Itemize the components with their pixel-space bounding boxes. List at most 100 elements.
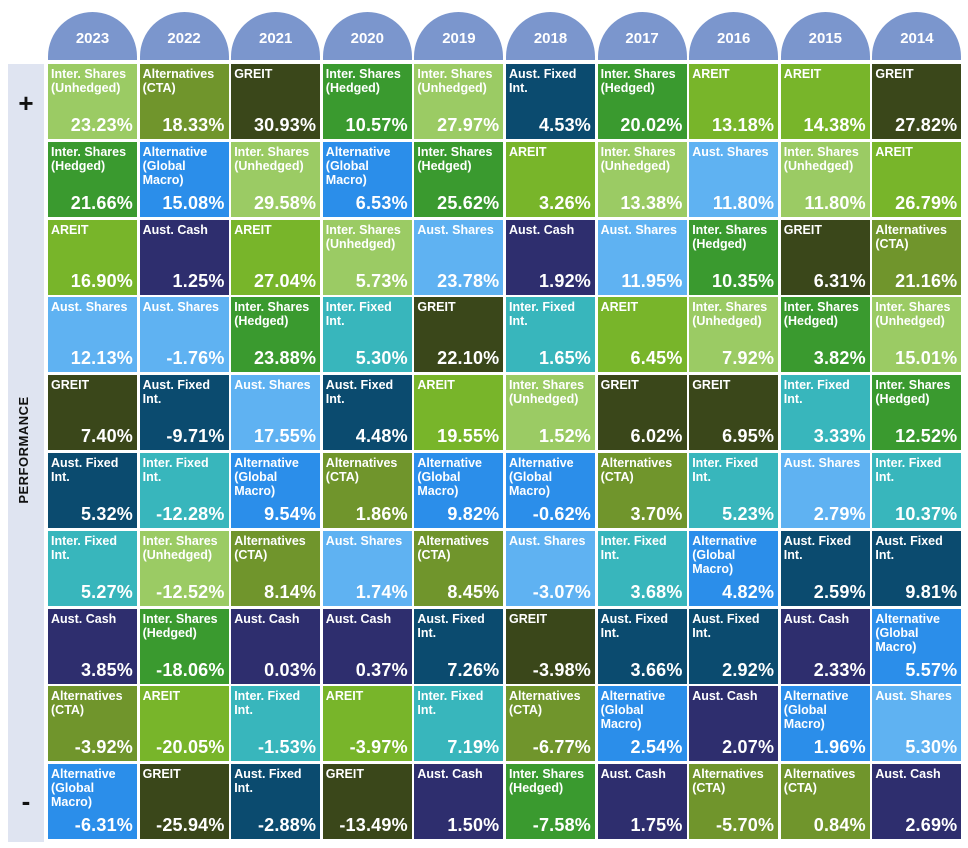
quilt-cell: Aust. Fixed Int. 2.59% — [780, 530, 870, 606]
quilt-cell: Inter. Fixed Int. 5.23% — [689, 453, 779, 528]
quilt-cell: Alternative (Global Macro) 5.57% — [872, 608, 962, 684]
asset-class-label: Inter. Shares (Unhedged) — [234, 144, 310, 173]
quilt-cell: GREIT 6.95% — [689, 375, 779, 451]
asset-class-label: Inter. Fixed Int. — [600, 533, 667, 562]
quilt-cell: Inter. Shares (Unhedged) 15.01% — [872, 297, 962, 373]
asset-class-label: Aust. Cash — [783, 611, 850, 626]
asset-class-label: GREIT — [509, 611, 548, 626]
quilt-cell: Inter. Shares (Unhedged) 5.73% — [322, 219, 412, 295]
quilt-cell: Alternatives (CTA) -3.92% — [48, 686, 137, 762]
asset-class-label: GREIT — [600, 378, 639, 393]
quilt-cell: Inter. Shares (Hedged) 10.35% — [689, 219, 779, 295]
return-value: 10.37% — [895, 504, 958, 524]
return-value: 1.74% — [355, 581, 408, 602]
asset-class-label: Alternatives (CTA) — [783, 767, 856, 796]
quilt-cell: Alternative (Global Macro) 4.82% — [689, 530, 779, 606]
return-value: -20.05% — [156, 737, 225, 758]
quilt-cell: Inter. Shares (Hedged) 23.88% — [231, 297, 321, 373]
return-value: 3.66% — [630, 659, 683, 680]
return-value: 9.81% — [905, 581, 958, 602]
quilt-cell: AREIT -20.05% — [139, 686, 229, 762]
asset-class-label: AREIT — [417, 378, 455, 393]
year-header-2019: 2019 — [414, 12, 504, 60]
return-value: 27.82% — [895, 115, 958, 135]
quilt-cell: GREIT 30.93% — [231, 64, 321, 139]
quilt-cell: Alternatives (CTA) 8.14% — [231, 530, 321, 606]
return-value: 3.33% — [813, 426, 866, 447]
quilt-cell: AREIT 14.38% — [780, 64, 870, 139]
asset-class-label: GREIT — [692, 378, 731, 393]
return-value: 2.54% — [630, 737, 683, 758]
asset-class-label: Inter. Shares (Hedged) — [783, 300, 859, 329]
return-value: -9.71% — [166, 426, 225, 447]
quilt-cell: Aust. Cash 1.50% — [414, 764, 504, 840]
asset-class-label: Aust. Fixed Int. — [509, 67, 577, 95]
quilt-cell: Alternatives (CTA) 3.70% — [597, 453, 687, 528]
return-value: 11.80% — [804, 192, 866, 213]
return-value: 12.52% — [895, 426, 958, 447]
quilt-cell: Alternative (Global Macro) 2.54% — [597, 686, 687, 762]
return-value: 0.03% — [264, 659, 317, 680]
return-value: -6.77% — [532, 737, 591, 758]
return-value: 3.70% — [630, 504, 683, 524]
return-value: 23.78% — [437, 270, 500, 291]
asset-class-label: GREIT — [875, 67, 914, 81]
quilt-cell: Aust. Shares 17.55% — [231, 375, 321, 451]
return-value: 23.88% — [253, 348, 317, 369]
return-value: -3.98% — [532, 659, 591, 680]
asset-class-label: Inter. Shares (Unhedged) — [325, 222, 401, 251]
asset-class-label: AREIT — [692, 67, 730, 81]
asset-class-label: Aust. Shares — [234, 378, 311, 393]
asset-class-label: Aust. Fixed Int. — [692, 611, 760, 640]
return-value: 1.96% — [813, 737, 866, 758]
asset-class-label: Inter. Shares (Hedged) — [142, 611, 218, 640]
return-value: -6.31% — [74, 815, 133, 836]
return-value: 2.33% — [813, 659, 866, 680]
return-value: 1.75% — [630, 815, 683, 836]
asset-class-label: Inter. Shares (Unhedged) — [692, 300, 768, 329]
return-value: 7.92% — [722, 348, 775, 369]
quilt-cell: Inter. Shares (Unhedged) 7.92% — [689, 297, 779, 373]
quilt-cell: Inter. Fixed Int. 5.27% — [48, 530, 137, 606]
asset-class-label: Inter. Fixed Int. — [234, 689, 301, 718]
return-value: -2.88% — [257, 815, 317, 836]
return-value: 4.82% — [722, 581, 775, 602]
quilt-cell: Inter. Shares (Unhedged) 11.80% — [780, 141, 870, 217]
return-value: 21.66% — [70, 192, 133, 213]
return-value: 5.30% — [905, 737, 958, 758]
asset-class-label: Aust. Cash — [417, 767, 483, 782]
quilt-cell: Aust. Cash 1.75% — [597, 764, 687, 840]
quilt-cell: Inter. Shares (Hedged) 10.57% — [322, 64, 412, 139]
return-value: 6.31% — [813, 270, 866, 291]
asset-class-label: Aust. Cash — [692, 689, 758, 704]
return-value: 4.48% — [355, 426, 408, 447]
quilt-cell: Aust. Cash 2.07% — [689, 686, 779, 762]
quilt-cell: Aust. Cash 1.92% — [506, 219, 595, 295]
quilt-cell: AREIT 27.04% — [231, 219, 321, 295]
return-value: 18.33% — [162, 115, 225, 135]
quilt-cell: Alternative (Global Macro) 15.08% — [139, 141, 229, 217]
quilt-cell: Inter. Fixed Int. 1.65% — [506, 297, 595, 373]
return-value: 8.45% — [447, 581, 500, 602]
quilt-cell: AREIT 26.79% — [872, 141, 962, 217]
return-value: 11.80% — [712, 192, 775, 213]
quilt-cell: Aust. Cash 2.33% — [780, 608, 870, 684]
asset-class-label: AREIT — [325, 689, 364, 704]
asset-class-label: Inter. Fixed Int. — [325, 300, 392, 329]
asset-class-label: Alternatives (CTA) — [692, 767, 764, 796]
asset-class-label: AREIT — [234, 222, 272, 237]
asset-class-label: Aust. Fixed Int. — [234, 767, 302, 796]
return-value: 12.13% — [70, 348, 133, 369]
quilt-cell: Inter. Shares (Hedged) 20.02% — [597, 64, 687, 139]
quilt-cell: AREIT 13.18% — [689, 64, 779, 139]
quilt-cell: Inter. Shares (Unhedged) 27.97% — [414, 64, 504, 139]
asset-class-label: Aust. Shares — [325, 533, 403, 548]
year-header-2016: 2016 — [689, 12, 779, 60]
return-value: 10.57% — [345, 115, 408, 135]
plus-marker: + — [18, 88, 34, 118]
quilt-cell: Aust. Fixed Int. 5.32% — [48, 453, 137, 528]
asset-class-label: Inter. Fixed Int. — [51, 533, 117, 562]
asset-class-label: Inter. Shares (Unhedged) — [783, 144, 859, 173]
asset-class-label: Inter. Shares (Unhedged) — [142, 533, 218, 562]
asset-class-label: Inter. Shares (Unhedged) — [600, 144, 676, 173]
